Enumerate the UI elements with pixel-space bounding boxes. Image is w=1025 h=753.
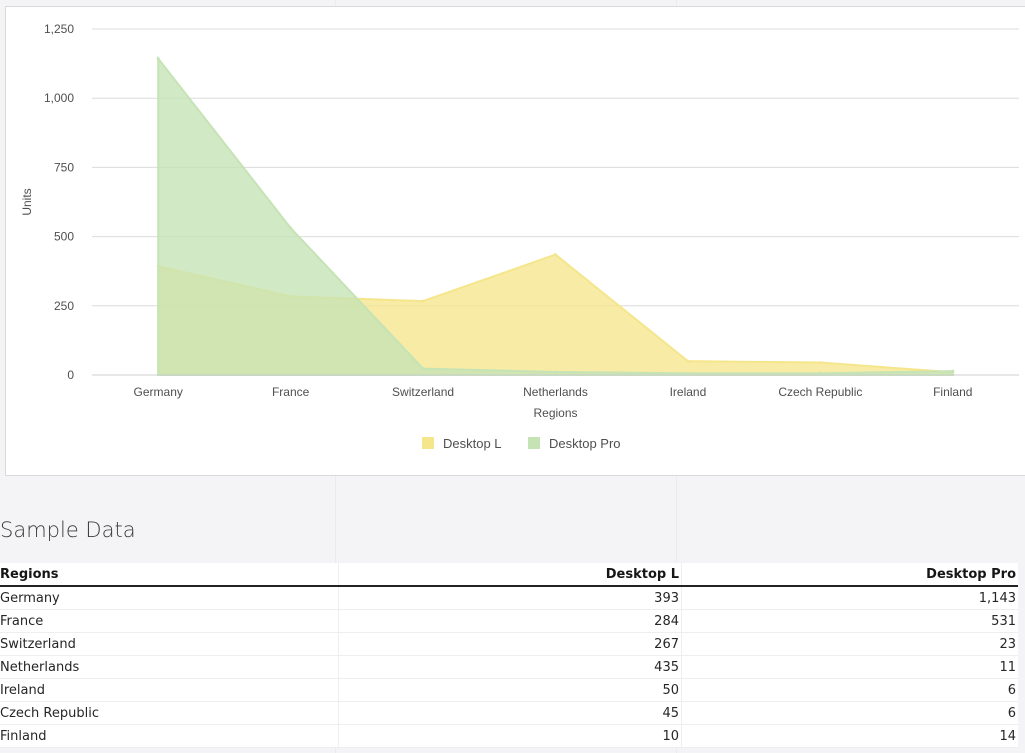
x-tick-label: Finland — [933, 385, 972, 399]
data-point[interactable] — [818, 371, 822, 375]
table-cell: 1,143 — [681, 586, 1018, 610]
table-row: France 284 531 — [0, 609, 1018, 633]
table-row: Ireland 50 6 — [0, 678, 1018, 702]
table-cell: 50 — [338, 678, 682, 702]
sample-data-title: Sample Data — [0, 518, 136, 542]
data-point[interactable] — [554, 253, 557, 257]
legend-swatch[interactable] — [528, 437, 540, 449]
table-cell: 531 — [681, 609, 1018, 633]
table-cell: France — [0, 609, 339, 633]
chart-panel: 0 250 500 750 1,000 1,250 Germany France Switzer… — [5, 6, 1025, 476]
table-row: Finland 10 14 — [0, 724, 1018, 748]
legend-label[interactable]: Desktop L — [443, 436, 502, 451]
table-cell: 45 — [338, 701, 682, 725]
table-cell: 6 — [681, 701, 1018, 725]
table-cell: 393 — [338, 586, 682, 610]
table-cell: 267 — [338, 632, 682, 656]
data-point[interactable] — [818, 361, 822, 365]
legend[interactable]: Desktop L Desktop Pro — [422, 436, 621, 451]
table-cell: 14 — [681, 724, 1018, 748]
table-cell: Ireland — [0, 678, 339, 702]
axes: 0 250 500 750 1,000 1,250 Germany France Switzer… — [20, 22, 1019, 420]
table-cell: 6 — [681, 678, 1018, 702]
column-header-regions[interactable]: Regions — [0, 563, 339, 587]
table-cell: Netherlands — [0, 655, 339, 679]
series-areas — [156, 55, 955, 376]
x-axis-title: Regions — [533, 406, 577, 420]
table-cell: Switzerland — [0, 632, 339, 656]
data-point[interactable] — [951, 369, 955, 373]
table-header-row: Regions Desktop L Desktop Pro — [0, 563, 1018, 587]
data-point[interactable] — [421, 367, 425, 371]
table-cell: Finland — [0, 724, 339, 748]
sample-data-table: Regions Desktop L Desktop Pro Germany 393… — [0, 563, 1018, 748]
legend-label[interactable]: Desktop Pro — [549, 436, 621, 451]
table-row: Netherlands 435 11 — [0, 655, 1018, 679]
x-tick-label: France — [272, 385, 310, 399]
y-tick-label: 250 — [54, 299, 74, 313]
x-tick-label: Netherlands — [523, 385, 588, 399]
data-point[interactable] — [686, 359, 690, 363]
table-cell: Germany — [0, 586, 339, 610]
series-area[interactable] — [157, 55, 954, 376]
column-header-desktop-pro[interactable]: Desktop Pro — [681, 563, 1018, 587]
legend-swatch[interactable] — [422, 437, 434, 449]
data-point[interactable] — [289, 226, 293, 230]
x-tick-label: Germany — [134, 385, 183, 399]
data-point[interactable] — [554, 370, 557, 374]
table-cell: Czech Republic — [0, 701, 339, 725]
table-row: Czech Republic 45 6 — [0, 701, 1018, 725]
table-cell: 284 — [338, 609, 682, 633]
data-point[interactable] — [421, 299, 425, 303]
table-row: Switzerland 267 23 — [0, 632, 1018, 656]
y-tick-label: 1,250 — [44, 22, 74, 36]
data-point[interactable] — [156, 57, 160, 61]
table-cell: 11 — [681, 655, 1018, 679]
y-tick-label: 1,000 — [44, 91, 74, 105]
table-cell: 435 — [338, 655, 682, 679]
y-tick-label: 500 — [54, 230, 74, 244]
x-tick-label: Switzerland — [392, 385, 454, 399]
x-tick-label: Czech Republic — [778, 385, 862, 399]
y-tick-label: 0 — [67, 368, 74, 382]
x-tick-label: Ireland — [670, 385, 707, 399]
y-axis-title: Units — [20, 188, 34, 215]
table-cell: 10 — [338, 724, 682, 748]
data-point[interactable] — [686, 371, 690, 375]
table-cell: 23 — [681, 632, 1018, 656]
y-tick-label: 750 — [54, 160, 74, 174]
area-chart: 0 250 500 750 1,000 1,250 Germany France Switzer… — [20, 22, 1019, 451]
table-row: Germany 393 1,143 — [0, 586, 1018, 610]
column-header-desktop-l[interactable]: Desktop L — [338, 563, 682, 587]
